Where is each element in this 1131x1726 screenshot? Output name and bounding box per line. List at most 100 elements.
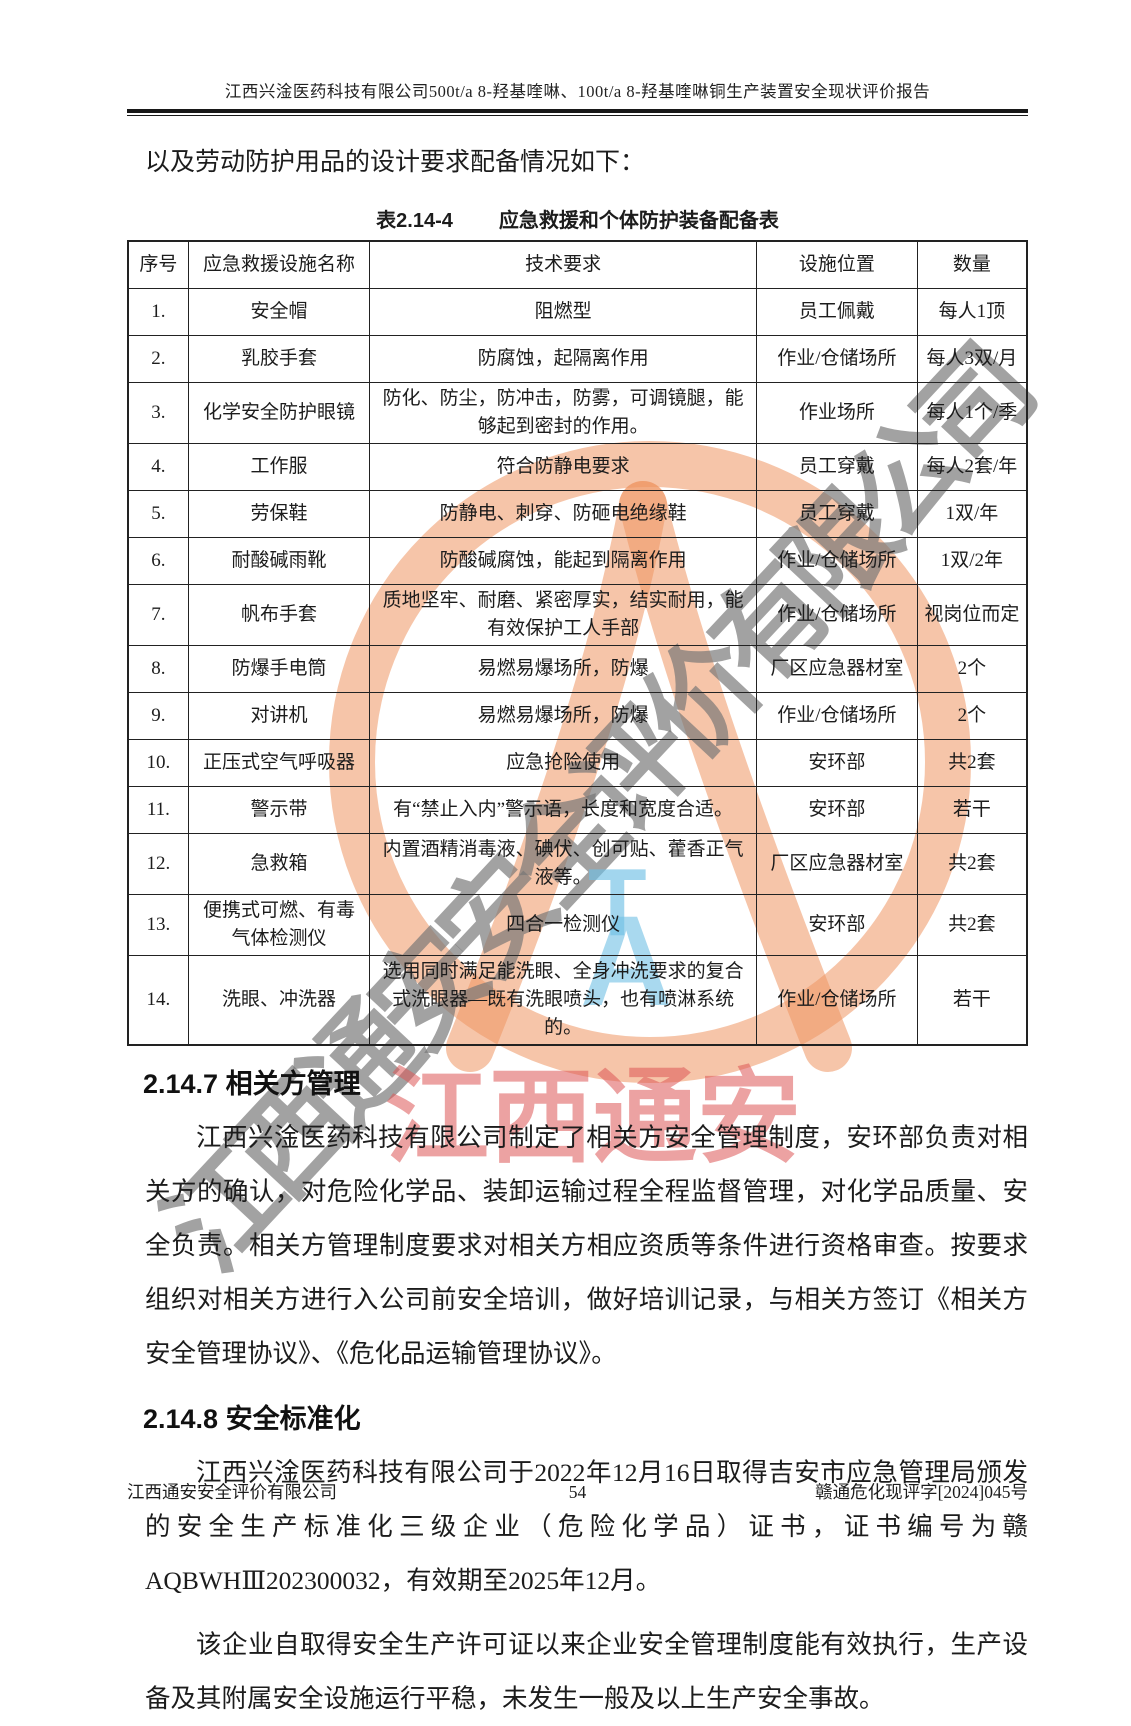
header-rule-thin — [127, 115, 1028, 116]
table-cell: 8. — [127, 645, 189, 693]
table-cell: 防腐蚀，起隔离作用 — [369, 335, 757, 383]
table-header-row: 序号 应急救援设施名称 技术要求 设施位置 数量 — [127, 240, 1028, 289]
table-row: 8. 防爆手电筒 易燃易爆场所，防爆 厂区应急器材室 2个 — [127, 645, 1028, 693]
table-cell: 13. — [127, 894, 189, 956]
column-header: 应急救援设施名称 — [187, 240, 371, 289]
table-cell: 每人3双/月 — [916, 335, 1028, 383]
table-cell: 四合一检测仪 — [369, 894, 757, 956]
column-header: 技术要求 — [369, 240, 757, 289]
intro-text: 以及劳动防护用品的设计要求配备情况如下： — [145, 149, 646, 176]
table-cell: 厂区应急器材室 — [755, 645, 918, 693]
table-cell: 安环部 — [755, 739, 918, 787]
page-number: 54 — [568, 1482, 587, 1502]
table-cell: 安全帽 — [187, 288, 371, 336]
table-cell: 防爆手电筒 — [187, 645, 371, 693]
table-cell: 质地坚牢、耐磨、紧密厚实，结实耐用，能有效保护工人手部 — [369, 584, 757, 646]
table-cell: 2个 — [916, 692, 1028, 740]
table-row: 10. 正压式空气呼吸器 应急抢险使用 安环部 共2套 — [127, 739, 1028, 787]
table-cell: 共2套 — [916, 894, 1028, 956]
table-cell: 3. — [127, 382, 189, 444]
table-cell: 2个 — [916, 645, 1028, 693]
table-cell: 9. — [127, 692, 189, 740]
table-cell: 若干 — [916, 955, 1028, 1046]
table-cell: 劳保鞋 — [187, 490, 371, 538]
footer-company: 江西通安安全评价有限公司 — [127, 1482, 337, 1502]
page-header-title: 江西兴淦医药科技有限公司500t/a 8-羟基喹啉、100t/a 8-羟基喹啉铜… — [224, 82, 931, 101]
table-cell: 便携式可燃、有毒气体检测仪 — [187, 894, 371, 956]
table-cell: 选用同时满足能洗眼、全身冲洗要求的复合式洗眼器—既有洗眼喷头，也有喷淋系统的。 — [369, 955, 757, 1046]
table-cell: 10. — [127, 739, 189, 787]
table-cell: 14. — [127, 955, 189, 1046]
column-header: 设施位置 — [755, 240, 918, 289]
table-cell: 正压式空气呼吸器 — [187, 739, 371, 787]
table-cell: 应急抢险使用 — [369, 739, 757, 787]
table-cell: 共2套 — [916, 833, 1028, 895]
table-cell: 每人2套/年 — [916, 443, 1028, 491]
table-caption-label: 表2.14-4 — [376, 210, 453, 232]
table-row: 13. 便携式可燃、有毒气体检测仪 四合一检测仪 安环部 共2套 — [127, 894, 1028, 956]
body-paragraph: 该企业自取得安全生产许可证以来企业安全管理制度能有效执行，生产设备及其附属安全设… — [145, 1630, 1028, 1713]
table-row: 9. 对讲机 易燃易爆场所，防爆 作业/仓储场所 2个 — [127, 692, 1028, 740]
table-cell: 化学安全防护眼镜 — [187, 382, 371, 444]
table-cell: 防酸碱腐蚀，能起到隔离作用 — [369, 537, 757, 585]
table-cell: 2. — [127, 335, 189, 383]
table-cell: 内置酒精消毒液、碘伏、创可贴、藿香正气液等。 — [369, 833, 757, 895]
table-cell: 7. — [127, 584, 189, 646]
table-cell: 安环部 — [755, 786, 918, 834]
table-row: 1. 安全帽 阻燃型 员工佩戴 每人1顶 — [127, 288, 1028, 336]
table-cell: 5. — [127, 490, 189, 538]
table-row: 5. 劳保鞋 防静电、刺穿、防砸电绝缘鞋 员工穿戴 1双/年 — [127, 490, 1028, 538]
table-row: 2. 乳胶手套 防腐蚀，起隔离作用 作业/仓储场所 每人3双/月 — [127, 335, 1028, 383]
table-cell: 急救箱 — [187, 833, 371, 895]
footer-doc-number: 赣通危化现评字[2024]045号 — [815, 1482, 1028, 1502]
table-cell: 视岗位而定 — [916, 584, 1028, 646]
table-cell: 有“禁止入内”警示语，长度和宽度合适。 — [369, 786, 757, 834]
equipment-table: 序号 应急救援设施名称 技术要求 设施位置 数量 1. 安全帽 阻燃型 员工佩戴 每人1顶 2. 乳… — [127, 240, 1028, 1046]
column-header: 序号 — [127, 240, 189, 289]
table-cell: 作业/仓储场所 — [755, 955, 918, 1046]
header-rule-thick — [127, 109, 1028, 113]
table-cell: 作业/仓储场所 — [755, 584, 918, 646]
table-cell: 4. — [127, 443, 189, 491]
table-cell: 员工穿戴 — [755, 490, 918, 538]
table-cell: 帆布手套 — [187, 584, 371, 646]
table-row: 7. 帆布手套 质地坚牢、耐磨、紧密厚实，结实耐用，能有效保护工人手部 作业/仓储场所… — [127, 584, 1028, 646]
table-row: 12. 急救箱 内置酒精消毒液、碘伏、创可贴、藿香正气液等。 厂区应急器材室 共2套 — [127, 833, 1028, 895]
table-cell: 厂区应急器材室 — [755, 833, 918, 895]
body-paragraph: 江西兴淦医药科技有限公司于2022年12月16日取得吉安市应急管理局颁发的安全生… — [145, 1458, 1028, 1595]
table-cell: 阻燃型 — [369, 288, 757, 336]
table-row: 4. 工作服 符合防静电要求 员工穿戴 每人2套/年 — [127, 443, 1028, 491]
table-cell: 每人1顶 — [916, 288, 1028, 336]
table-row: 6. 耐酸碱雨靴 防酸碱腐蚀，能起到隔离作用 作业/仓储场所 1双/2年 — [127, 537, 1028, 585]
table-cell: 易燃易爆场所，防爆 — [369, 692, 757, 740]
table-cell: 警示带 — [187, 786, 371, 834]
table-row: 11. 警示带 有“禁止入内”警示语，长度和宽度合适。 安环部 若干 — [127, 786, 1028, 834]
table-cell: 1. — [127, 288, 189, 336]
table-cell: 乳胶手套 — [187, 335, 371, 383]
table-caption-title: 应急救援和个体防护装备配备表 — [498, 210, 779, 232]
table-row: 14. 洗眼、冲洗器 选用同时满足能洗眼、全身冲洗要求的复合式洗眼器—既有洗眼喷头，… — [127, 955, 1028, 1046]
table-cell: 防静电、刺穿、防砸电绝缘鞋 — [369, 490, 757, 538]
table-cell: 12. — [127, 833, 189, 895]
table-cell: 易燃易爆场所，防爆 — [369, 645, 757, 693]
table-cell: 作业/仓储场所 — [755, 537, 918, 585]
page-footer: 江西通安安全评价有限公司 54 赣通危化现评字[2024]045号 — [127, 1479, 1028, 1504]
column-header: 数量 — [916, 240, 1028, 289]
table-cell: 作业/仓储场所 — [755, 335, 918, 383]
table-cell: 若干 — [916, 786, 1028, 834]
table-cell: 防化、防尘，防冲击，防雾，可调镜腿，能够起到密封的作用。 — [369, 382, 757, 444]
table-cell: 耐酸碱雨靴 — [187, 537, 371, 585]
table-cell: 安环部 — [755, 894, 918, 956]
table-cell: 每人1个/季 — [916, 382, 1028, 444]
body-paragraph: 江西兴淦医药科技有限公司制定了相关方安全管理制度，安环部负责对相关方的确认，对危… — [145, 1123, 1028, 1368]
table-cell: 6. — [127, 537, 189, 585]
table-cell: 1双/2年 — [916, 537, 1028, 585]
table-cell: 共2套 — [916, 739, 1028, 787]
table-cell: 作业/仓储场所 — [755, 692, 918, 740]
table-body: 1. 安全帽 阻燃型 员工佩戴 每人1顶 2. 乳胶手套 防腐蚀，起隔离作用 作业/仓储场所 每人… — [127, 288, 1028, 1046]
table-cell: 1双/年 — [916, 490, 1028, 538]
table-row: 3. 化学安全防护眼镜 防化、防尘，防冲击，防雾，可调镜腿，能够起到密封的作用。 作业… — [127, 382, 1028, 444]
section-heading-2-14-8: 2.14.8 安全标准化 — [143, 1404, 361, 1434]
table-cell: 对讲机 — [187, 692, 371, 740]
table-cell: 11. — [127, 786, 189, 834]
